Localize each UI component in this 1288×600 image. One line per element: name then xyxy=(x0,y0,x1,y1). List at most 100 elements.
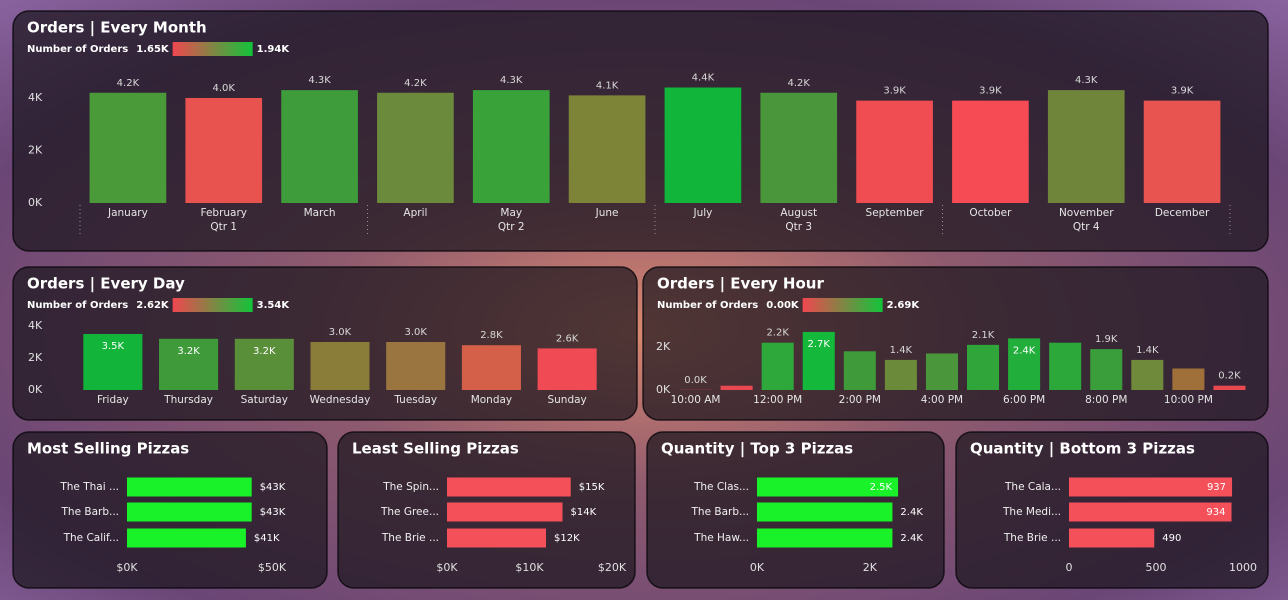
data-label: 2.2K xyxy=(766,328,789,339)
x-tick-label: Sunday xyxy=(547,394,586,406)
bar xyxy=(1131,359,1164,390)
x-tick-label: January xyxy=(107,207,148,219)
bar xyxy=(664,87,742,203)
data-label: $15K xyxy=(579,482,605,493)
data-label: 2.7K xyxy=(808,339,831,350)
legend-min: 1.65K xyxy=(136,44,170,55)
data-label: 3.9K xyxy=(979,86,1002,97)
bar xyxy=(720,385,753,390)
x-tick-label: Monday xyxy=(471,394,512,406)
y-tick-label: 4K xyxy=(28,91,43,104)
data-label: $14K xyxy=(571,507,597,518)
y-tick-label: 0K xyxy=(656,383,671,396)
chart-title: Least Selling Pizzas xyxy=(352,440,519,458)
data-label: 4.3K xyxy=(500,75,523,86)
y-tick-label: The Cala... xyxy=(1004,481,1061,493)
y-tick-label: The Medi... xyxy=(1002,506,1061,518)
data-label: 4.1K xyxy=(596,80,619,91)
x-tick-label: October xyxy=(969,207,1012,219)
x-tick-label: 1000 xyxy=(1229,561,1257,574)
x-tick-label: 500 xyxy=(1146,561,1167,574)
data-label: 4.2K xyxy=(117,78,140,89)
bar xyxy=(1047,90,1125,203)
y-tick-label: The Spin... xyxy=(382,481,439,493)
x-tick-label: December xyxy=(1155,207,1210,219)
data-label: 3.9K xyxy=(883,86,906,97)
bar xyxy=(568,95,646,203)
bar xyxy=(537,348,597,390)
y-tick-label: 2K xyxy=(28,144,43,157)
x-tick-label: May xyxy=(500,207,522,219)
y-tick-label: The Brie ... xyxy=(1003,532,1061,544)
group-label: Qtr 4 xyxy=(1073,221,1100,233)
data-label: 1.9K xyxy=(1095,334,1118,345)
bar xyxy=(281,90,358,203)
chart-title: Most Selling Pizzas xyxy=(27,440,189,458)
x-tick-label: November xyxy=(1059,207,1114,219)
data-label: 2.4K xyxy=(1013,345,1036,356)
bar xyxy=(472,90,550,203)
bar xyxy=(1069,528,1155,548)
data-label: 2.5K xyxy=(870,482,893,493)
x-tick-label: March xyxy=(304,207,336,219)
x-tick-label: April xyxy=(403,207,427,219)
data-label: $43K xyxy=(260,507,286,518)
bar xyxy=(447,528,546,548)
legend-min: 2.62K xyxy=(136,300,170,311)
data-label: 4.3K xyxy=(1075,75,1098,86)
y-tick-label: The Calif... xyxy=(63,532,119,544)
data-label: 1.4K xyxy=(1136,345,1159,356)
group-label: Qtr 2 xyxy=(498,221,525,233)
bar xyxy=(757,502,893,522)
x-tick-label: 2K xyxy=(863,561,878,574)
x-tick-label: Wednesday xyxy=(310,394,371,406)
chart-title: Quantity | Bottom 3 Pizzas xyxy=(970,440,1195,459)
bar xyxy=(1069,502,1232,522)
x-tick-label: Saturday xyxy=(241,394,288,406)
x-tick-label: July xyxy=(692,207,712,219)
y-tick-label: The Thai ... xyxy=(59,481,119,493)
data-label: 2.6K xyxy=(556,333,579,344)
x-tick-label: Thursday xyxy=(163,394,213,406)
bar xyxy=(377,92,454,203)
data-label: $43K xyxy=(260,482,286,493)
data-label: 2.1K xyxy=(972,330,995,341)
bar xyxy=(843,351,876,390)
bar xyxy=(185,98,263,203)
group-label: Qtr 1 xyxy=(210,221,237,233)
data-label: 3.5K xyxy=(102,341,125,352)
x-tick-label: $10K xyxy=(515,561,544,574)
y-tick-label: 0K xyxy=(28,383,43,396)
x-tick-label: 10:00 AM xyxy=(671,394,721,406)
y-tick-label: 4K xyxy=(28,319,43,332)
bar xyxy=(1008,338,1041,390)
legend-label: Number of Orders xyxy=(657,300,758,311)
x-tick-label: 2:00 PM xyxy=(839,394,881,406)
chart-title: Orders | Every Month xyxy=(27,19,207,38)
data-label: 3.2K xyxy=(253,346,276,357)
bar xyxy=(89,92,167,203)
x-tick-label: September xyxy=(866,207,925,219)
bar xyxy=(1069,477,1233,497)
data-label: 937 xyxy=(1207,482,1226,493)
data-label: 2.4K xyxy=(900,507,923,518)
data-label: 4.4K xyxy=(692,73,715,84)
data-label: 4.2K xyxy=(788,78,811,89)
bar xyxy=(386,342,446,390)
x-tick-label: $20K xyxy=(598,561,627,574)
legend-scale xyxy=(172,42,253,56)
bar xyxy=(925,353,958,390)
bar xyxy=(461,345,521,390)
bar xyxy=(1143,100,1221,203)
bar xyxy=(159,338,219,390)
bar xyxy=(757,528,893,548)
legend-label: Number of Orders xyxy=(27,44,128,55)
legend-scale xyxy=(802,298,883,312)
chart-title: Orders | Every Hour xyxy=(657,275,824,294)
x-tick-label: 0K xyxy=(750,561,765,574)
bar xyxy=(761,342,794,390)
bar xyxy=(884,359,917,390)
